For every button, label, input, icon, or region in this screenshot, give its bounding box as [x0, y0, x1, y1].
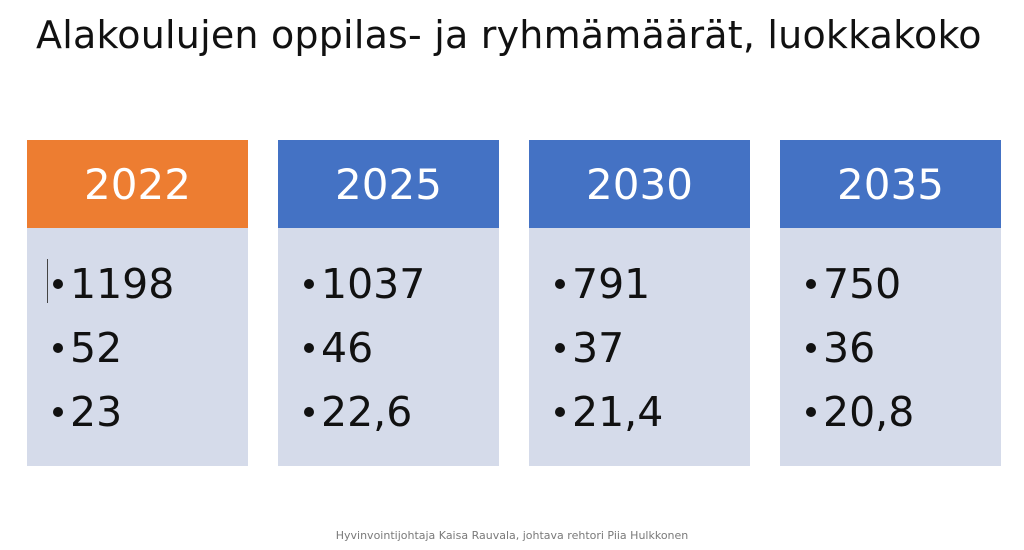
list-item-value: 22,6 [321, 388, 413, 436]
text-cursor [47, 259, 48, 303]
slide-title: Alakoulujen oppilas- ja ryhmämäärät, luo… [36, 13, 982, 57]
list-item: 23 [27, 380, 248, 444]
list-item: 36 [780, 316, 1001, 380]
list-item-value: 52 [70, 324, 123, 372]
card-body[interactable]: 1037 46 22,6 [278, 228, 499, 444]
list-item: 21,4 [529, 380, 750, 444]
slide-footer: Hyvinvointijohtaja Kaisa Rauvala, johtav… [335, 529, 689, 542]
bullet-icon [53, 343, 63, 353]
bullet-icon [555, 407, 565, 417]
card-year: 2030 [586, 159, 693, 209]
list-item-value: 36 [823, 324, 876, 372]
list-item-value: 46 [321, 324, 374, 372]
list-item-value: 23 [70, 388, 123, 436]
bullet-icon [304, 279, 314, 289]
card-header: 2035 [780, 140, 1001, 228]
card-header: 2022 [27, 140, 248, 228]
list-item: 1037 [278, 252, 499, 316]
card-header: 2030 [529, 140, 750, 228]
card-header: 2025 [278, 140, 499, 228]
card-year: 2035 [837, 159, 944, 209]
year-card-2022: 2022 1198 52 23 [27, 140, 248, 466]
list-item: 22,6 [278, 380, 499, 444]
list-item: 52 [27, 316, 248, 380]
list-item-value: 37 [572, 324, 625, 372]
list-item: 20,8 [780, 380, 1001, 444]
bullet-icon [304, 407, 314, 417]
bullet-icon [304, 343, 314, 353]
bullet-icon [806, 407, 816, 417]
list-item: 37 [529, 316, 750, 380]
card-year: 2025 [335, 159, 442, 209]
card-body[interactable]: 750 36 20,8 [780, 228, 1001, 444]
list-item-value: 791 [572, 260, 651, 308]
bullet-icon [555, 343, 565, 353]
bullet-icon [806, 343, 816, 353]
list-item-value: 1198 [70, 260, 175, 308]
bullet-icon [555, 279, 565, 289]
year-card-2035: 2035 750 36 20,8 [780, 140, 1001, 466]
bullet-icon [806, 279, 816, 289]
list-item-value: 21,4 [572, 388, 664, 436]
year-card-2025: 2025 1037 46 22,6 [278, 140, 499, 466]
list-item-value: 750 [823, 260, 902, 308]
list-item: 750 [780, 252, 1001, 316]
card-body[interactable]: 1198 52 23 [27, 228, 248, 444]
year-card-2030: 2030 791 37 21,4 [529, 140, 750, 466]
list-item-value: 1037 [321, 260, 426, 308]
list-item-value: 20,8 [823, 388, 915, 436]
bullet-icon [53, 279, 63, 289]
list-item: 46 [278, 316, 499, 380]
card-year: 2022 [84, 159, 191, 209]
bullet-icon [53, 407, 63, 417]
card-body[interactable]: 791 37 21,4 [529, 228, 750, 444]
list-item: 1198 [27, 252, 248, 316]
list-item: 791 [529, 252, 750, 316]
